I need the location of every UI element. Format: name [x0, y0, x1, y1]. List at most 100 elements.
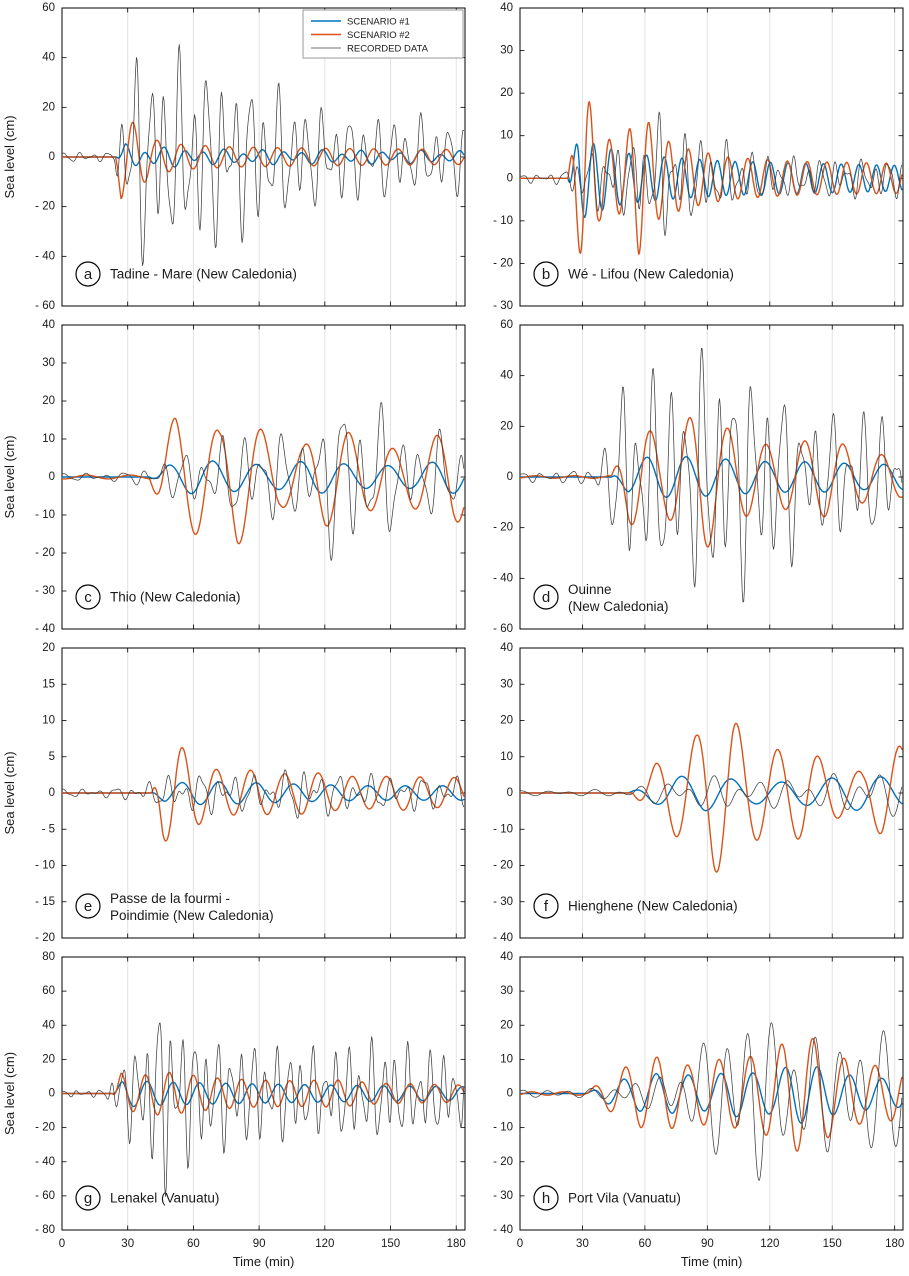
x-axis-label: Time (min) [233, 1254, 295, 1269]
station-label: Hienghene (New Caledonia) [568, 899, 738, 914]
y-tick-label: - 40 [493, 1224, 513, 1236]
y-tick-label: - 20 [493, 1156, 513, 1168]
y-tick-label: - 60 [35, 1190, 55, 1202]
y-tick-label: - 40 [35, 250, 55, 262]
panel-d-chart: 60 40 20 0 - 20 - 40 - 60 d Ouinne (New Caledonia… [493, 319, 904, 635]
panel-e: 20 15 10 5 0 - 5 - 10 - 15 - 20 Sea level (cm) e Pa… [0, 639, 470, 948]
series-recorded-data [520, 347, 903, 603]
y-tick-label: 30 [42, 357, 55, 369]
panel-h-chart: 40 30 20 10 0 - 10 - 20 - 30 - 40 0 30 60 90 120 150 18… [493, 951, 904, 1269]
series-group [520, 347, 903, 603]
y-tick-label: 20 [42, 395, 55, 407]
series-group [62, 44, 465, 267]
y-tick-label: - 20 [35, 1122, 55, 1134]
y-tick-label: - 40 [35, 1156, 55, 1168]
legend-label: SCENARIO #1 [347, 17, 410, 28]
station-label: Wé - Lifou (New Caledonia) [568, 267, 734, 282]
station-label: Port Vila (Vanuatu) [568, 1191, 681, 1206]
y-tick-label: - 5 [42, 823, 55, 835]
panel-a: 60 40 20 0 - 20 - 40 - 60 Sea level (cm) a Tadine… [0, 0, 470, 316]
series-scenario-2 [520, 1037, 903, 1152]
y-tick-label: - 20 [35, 201, 55, 213]
y-tick-label: - 20 [493, 522, 513, 534]
panel-b-chart: 40 30 20 10 0 - 10 - 20 - 30 b Wé - Lifou (New Ca… [493, 2, 904, 312]
y-tick-label: 60 [42, 2, 55, 14]
panel-c-chart: 40 30 20 10 0 - 10 - 20 - 30 - 40 Sea level (cm) c… [2, 319, 466, 635]
y-tick-label: - 15 [35, 896, 55, 908]
y-tick-label: 40 [500, 951, 513, 963]
y-tick-label: - 40 [35, 623, 55, 635]
legend-label: RECORDED DATA [347, 44, 429, 55]
panel-letter-badge [75, 261, 101, 287]
x-tick-label: 180 [447, 1238, 466, 1250]
y-tick-label: - 10 [493, 823, 513, 835]
y-tick-label: - 20 [35, 547, 55, 559]
series-scenario-2 [62, 1071, 465, 1116]
series-scenario-2 [520, 722, 903, 873]
y-tick-label: 30 [500, 985, 513, 997]
y-tick-label: - 10 [493, 215, 513, 227]
x-tick-label: 60 [638, 1238, 651, 1250]
panel-letter: e [84, 898, 92, 915]
y-tick-label: - 40 [493, 932, 513, 944]
panel-letter: f [544, 898, 549, 915]
legend: SCENARIO #1 SCENARIO #2 RECORDED DATA [302, 9, 464, 59]
series-recorded-data [62, 1022, 465, 1197]
panel-letter-badge [533, 584, 559, 610]
y-tick-label: 30 [500, 45, 513, 57]
station-label-line2: (New Caledonia) [568, 599, 669, 614]
y-tick-label: - 10 [35, 509, 55, 521]
panel-letter-badge [75, 893, 101, 919]
y-tick-label: 30 [500, 678, 513, 690]
y-tick-label: 40 [500, 2, 513, 14]
series-group [62, 746, 465, 842]
y-tick-label: 0 [49, 471, 55, 483]
x-tick-label: 180 [885, 1238, 904, 1250]
y-tick-label: 40 [42, 1019, 55, 1031]
y-axis-label: Sea level (cm) [2, 751, 17, 834]
panel-d: 60 40 20 0 - 20 - 40 - 60 d Ouinne (New Caledonia… [470, 316, 909, 639]
y-tick-label: 20 [500, 1019, 513, 1031]
y-tick-label: 0 [49, 787, 55, 799]
panel-h: 40 30 20 10 0 - 10 - 20 - 30 - 40 0 30 60 90 120 150 18… [470, 948, 909, 1276]
y-tick-label: 0 [49, 151, 55, 163]
x-tick-label: 150 [823, 1238, 842, 1250]
x-tick-label: 30 [576, 1238, 589, 1250]
y-tick-label: - 40 [493, 572, 513, 584]
panel-letter: c [84, 589, 92, 606]
y-tick-label: - 20 [35, 932, 55, 944]
panel-f-chart: 40 30 20 10 0 - 10 - 20 - 30 - 40 f Hienghene (New… [493, 642, 904, 944]
y-tick-label: 15 [42, 678, 55, 690]
x-tick-label: 90 [253, 1238, 266, 1250]
panel-letter: b [542, 266, 550, 283]
series-group [62, 1022, 465, 1197]
y-tick-label: 0 [507, 787, 513, 799]
series-scenario-1 [62, 143, 465, 168]
y-tick-label: 10 [42, 715, 55, 727]
y-tick-label: 20 [42, 1053, 55, 1065]
y-tick-label: 20 [500, 87, 513, 99]
x-tick-label: 0 [59, 1238, 65, 1250]
series-group [520, 722, 903, 873]
y-tick-label: 60 [42, 985, 55, 997]
y-tick-label: - 30 [35, 585, 55, 597]
y-tick-label: - 30 [493, 896, 513, 908]
y-tick-label: 20 [42, 642, 55, 654]
series-recorded-data [520, 111, 903, 237]
y-tick-label: 0 [507, 1088, 513, 1100]
series-scenario-2 [62, 121, 465, 200]
panel-letter: h [542, 1190, 550, 1207]
x-tick-label: 120 [315, 1238, 334, 1250]
station-label: Lenakel (Vanuatu) [110, 1191, 219, 1206]
series-group [520, 100, 903, 256]
y-tick-label: - 30 [493, 1190, 513, 1202]
panel-b: 40 30 20 10 0 - 10 - 20 - 30 b Wé - Lifou (New Ca… [470, 0, 909, 316]
y-tick-label: 5 [49, 751, 55, 763]
panel-letter-badge [533, 1185, 559, 1211]
series-scenario-1 [520, 142, 903, 219]
y-tick-label: 0 [49, 1088, 55, 1100]
y-tick-label: 60 [500, 319, 513, 331]
panel-letter-badge [75, 1185, 101, 1211]
station-label-line2: Poindimie (New Caledonia) [110, 908, 274, 923]
panel-e-chart: 20 15 10 5 0 - 5 - 10 - 15 - 20 Sea level (cm) e Pa… [2, 642, 466, 944]
